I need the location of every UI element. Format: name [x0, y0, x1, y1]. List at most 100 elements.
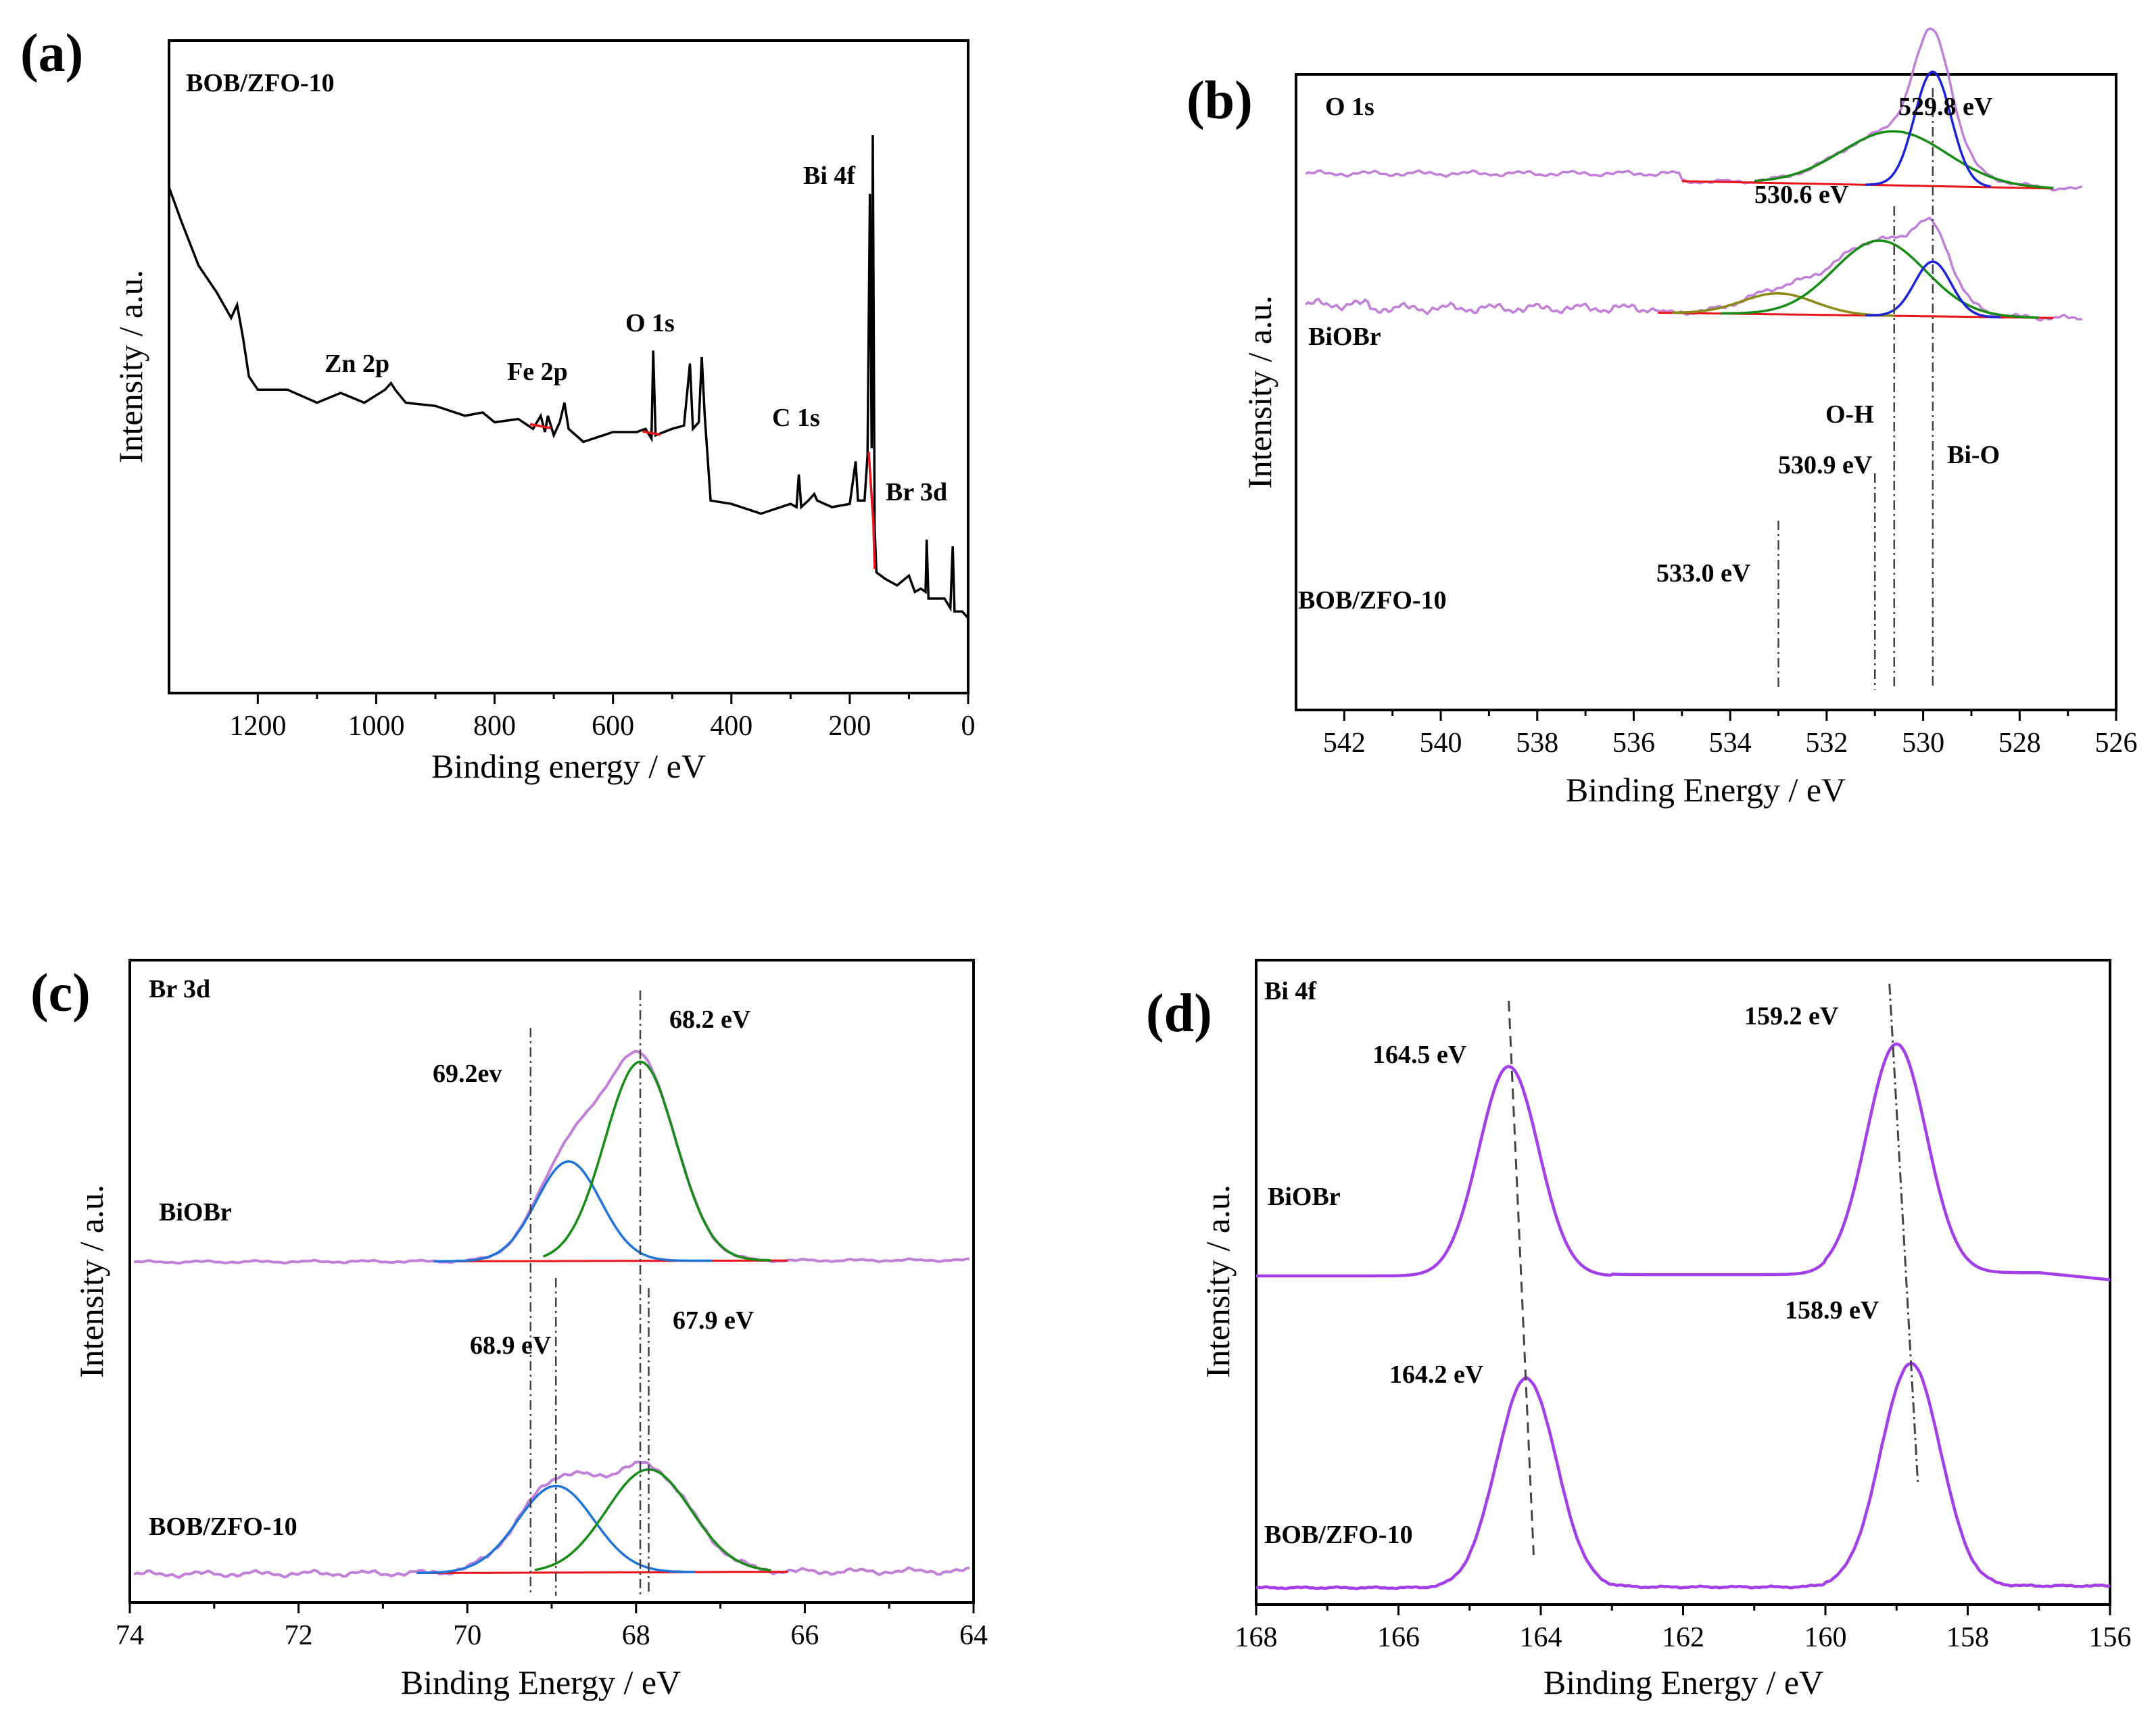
panel-d-bobzfo-label: BOB/ZFO-10	[1264, 1521, 1413, 1549]
x-tick-label: 600	[592, 711, 634, 742]
panel-d-letter: (d)	[1146, 984, 1212, 1043]
panel-a-ylabel: Intensity / a.u.	[112, 270, 149, 463]
x-tick-label: 800	[473, 711, 516, 742]
biobr-br3d-raw-line	[133, 1049, 969, 1265]
bi-o-label: Bi-O	[1947, 441, 2000, 469]
survey-background-line	[867, 451, 876, 569]
peak-159-2-label: 159.2 eV	[1744, 1002, 1839, 1030]
x-tick-label: 70	[453, 1620, 481, 1651]
x-tick-label: 532	[1805, 728, 1848, 759]
panel-b-ylabel: Intensity / a.u.	[1241, 295, 1278, 489]
panel-b-ticks: 542 540 538 536 534 532 530 528 526	[1323, 710, 2138, 759]
panel-c-title: Br 3d	[149, 975, 210, 1003]
bobzfo-br3d-background	[425, 1571, 788, 1574]
bobzfo-br3d-5-2-component	[534, 1468, 771, 1572]
x-tick-label: 526	[2095, 728, 2138, 759]
biobr-bio-component	[1865, 70, 1991, 188]
peak-529-8-label: 529.8 eV	[1898, 93, 1993, 121]
panel-a-ticks: 1200 1000 800 600 400 200 0	[229, 693, 976, 742]
zn-2p-label: Zn 2p	[325, 350, 389, 378]
panel-c-xlabel: Binding Energy / eV	[401, 1663, 681, 1701]
br-3d-label: Br 3d	[886, 478, 947, 506]
oh-label: O-H	[1825, 400, 1874, 429]
x-tick-label: 64	[959, 1620, 988, 1651]
panel-a-plot	[168, 135, 969, 619]
x-tick-label: 200	[828, 711, 871, 742]
survey-spectrum-line	[168, 135, 969, 619]
panel-c-frame	[128, 959, 975, 1604]
panel-b: (b) 542 540 538 536 534 532 530 528 526 O 1s 529…	[1187, 27, 2138, 809]
panel-a-title: BOB/ZFO-10	[186, 69, 335, 97]
biobr-bi4f-line	[1256, 1042, 2111, 1281]
bobzfo-br3d-raw-line	[133, 1460, 970, 1580]
x-tick-label: 542	[1323, 728, 1366, 759]
x-tick-label: 540	[1420, 728, 1462, 759]
peak-530-6-label: 530.6 eV	[1754, 181, 1849, 209]
peak-530-9-label: 530.9 eV	[1778, 451, 1873, 479]
x-tick-label: 538	[1516, 728, 1558, 759]
peak-68-9-label: 68.9 eV	[470, 1331, 552, 1360]
x-tick-label: 162	[1662, 1622, 1704, 1653]
x-tick-label: 72	[285, 1620, 313, 1651]
panel-d: (d) 168 166 164 162 160 158 156 Bi 4f 164.5 eV…	[1146, 959, 2132, 1701]
peak-158-9-label: 158.9 eV	[1785, 1296, 1879, 1325]
peak-164-2-label: 164.2 eV	[1389, 1360, 1484, 1389]
panel-d-xlabel: Binding Energy / eV	[1543, 1663, 1823, 1701]
x-tick-label: 400	[710, 711, 752, 742]
panel-b-xlabel: Binding Energy / eV	[1566, 771, 1846, 809]
x-tick-label: 66	[790, 1620, 819, 1651]
bi-4f-5-2-shift-guide	[1888, 983, 1919, 1485]
bobzfo-oh-component	[1720, 239, 2039, 319]
panel-d-plot	[1255, 983, 2111, 1590]
x-tick-label: 528	[1998, 728, 2041, 759]
panel-b-frame	[1295, 73, 2117, 711]
survey-background-line	[529, 423, 552, 429]
x-tick-label: 534	[1709, 728, 1752, 759]
bi-4f-7-2-shift-guide	[1508, 1000, 1535, 1556]
panel-c-ticks: 74 72 70 68 66 64	[116, 1602, 988, 1651]
biobr-br3d-3-2-component	[433, 1160, 713, 1263]
bi-4f-label: Bi 4f	[803, 162, 856, 190]
c-1s-label: C 1s	[772, 404, 820, 432]
x-tick-label: 160	[1804, 1622, 1847, 1653]
panel-d-ticks: 168 166 164 162 160 158 156	[1235, 1605, 2132, 1653]
panel-d-ylabel: Intensity / a.u.	[1199, 1185, 1237, 1378]
x-tick-label: 158	[1946, 1622, 1989, 1653]
panel-b-title: O 1s	[1325, 93, 1374, 121]
x-tick-label: 530	[1902, 728, 1944, 759]
peak-164-5-label: 164.5 eV	[1372, 1041, 1467, 1069]
x-tick-label: 0	[961, 711, 976, 742]
peak-533-0-label: 533.0 eV	[1656, 559, 1751, 588]
x-tick-label: 536	[1612, 728, 1655, 759]
panel-b-biobr-label: BiOBr	[1308, 323, 1381, 351]
panel-c-bobzfo-label: BOB/ZFO-10	[149, 1513, 297, 1541]
x-tick-label: 68	[622, 1620, 650, 1651]
fe-2p-label: Fe 2p	[507, 358, 568, 386]
bobzfo-533-component	[1672, 292, 1894, 317]
biobr-oh-component	[1754, 130, 2054, 189]
panel-c-ylabel: Intensity / a.u.	[72, 1185, 110, 1378]
x-tick-label: 1000	[348, 711, 404, 742]
panel-b-plot	[1305, 27, 2083, 690]
panel-c-letter: (c)	[30, 964, 91, 1023]
biobr-br3d-background	[450, 1259, 788, 1262]
panel-a: (a) 1200 1000 800 600 400 200 0 BOB/ZFO-10 Zn …	[20, 24, 976, 785]
bobzfo-bio-component	[1865, 260, 2001, 318]
panel-a-xlabel: Binding energy / eV	[431, 747, 706, 785]
x-tick-label: 166	[1377, 1622, 1420, 1653]
x-tick-label: 168	[1235, 1622, 1278, 1653]
panel-d-title: Bi 4f	[1264, 977, 1317, 1005]
o-1s-label: O 1s	[625, 309, 675, 337]
panel-a-frame	[168, 39, 969, 694]
x-tick-label: 74	[116, 1620, 144, 1651]
peak-68-2-label: 68.2 eV	[669, 1005, 751, 1034]
panel-d-biobr-label: BiOBr	[1268, 1183, 1341, 1211]
panel-b-letter: (b)	[1187, 71, 1253, 130]
panel-a-letter: (a)	[20, 24, 83, 83]
panel-c: (c) 74 72 70 68 66 64 Br 3d 68.2 eV 69.2ev 68…	[30, 959, 988, 1701]
x-tick-label: 164	[1520, 1622, 1562, 1653]
panel-b-bobzfo-label: BOB/ZFO-10	[1298, 586, 1447, 615]
x-tick-label: 1200	[229, 711, 286, 742]
peak-69-2-label: 69.2ev	[433, 1060, 502, 1088]
